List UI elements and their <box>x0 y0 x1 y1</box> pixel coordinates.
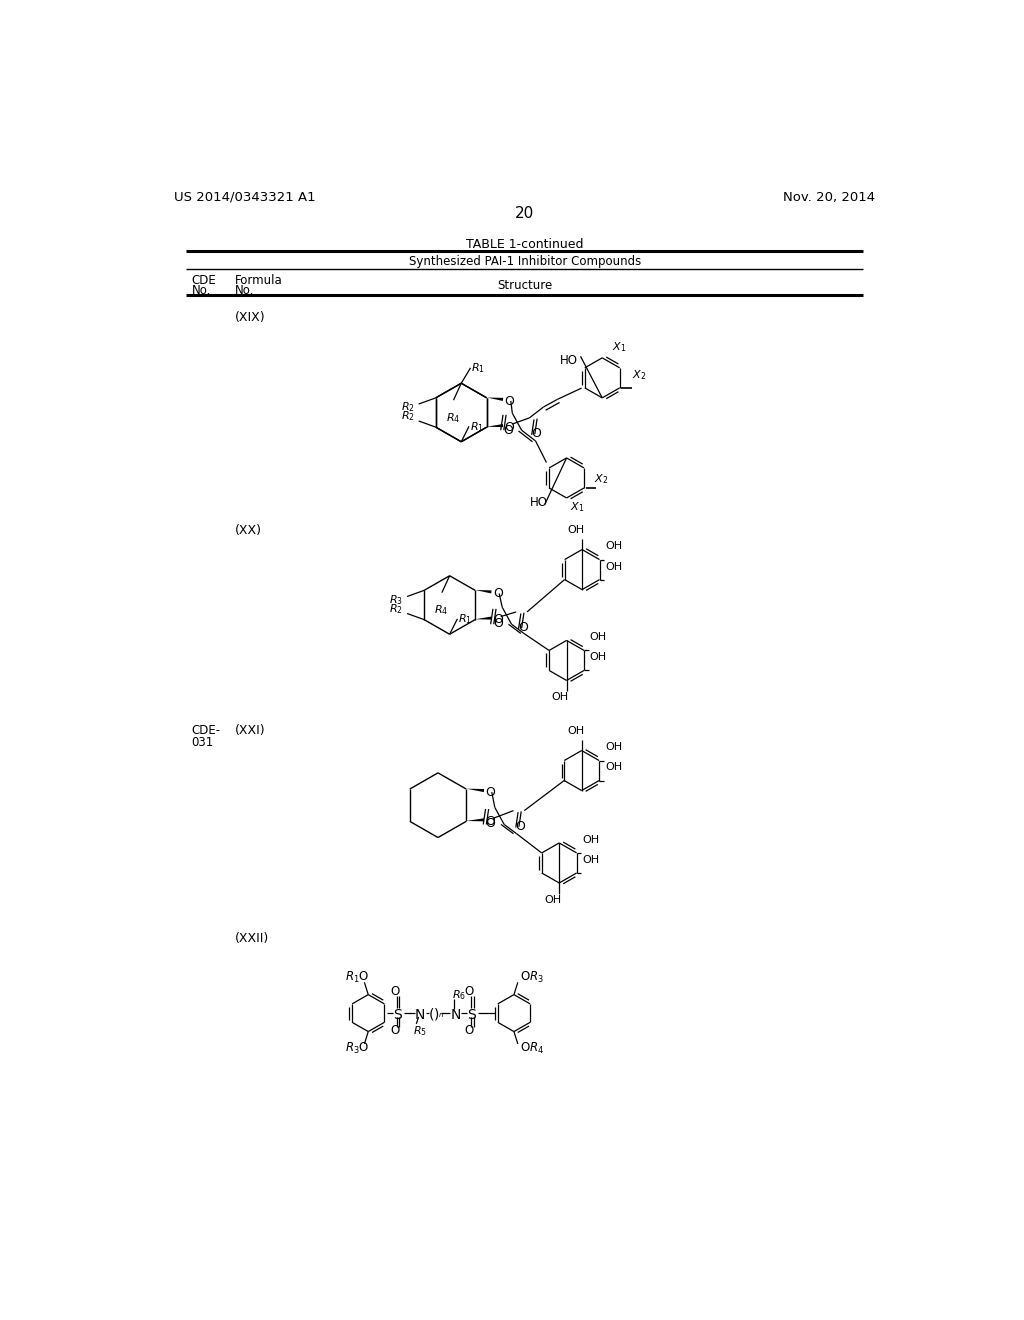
Text: O$R_3$: O$R_3$ <box>520 970 544 985</box>
Text: OH: OH <box>583 855 600 865</box>
Text: $_n$: $_n$ <box>438 1010 444 1020</box>
Text: O: O <box>530 428 541 440</box>
Text: OH: OH <box>605 561 623 572</box>
Polygon shape <box>466 788 484 792</box>
Text: Nov. 20, 2014: Nov. 20, 2014 <box>783 190 876 203</box>
Text: Formula: Formula <box>234 275 283 286</box>
Text: OH: OH <box>605 541 623 552</box>
Text: O$R_4$: O$R_4$ <box>520 1041 545 1056</box>
Text: O: O <box>503 424 513 437</box>
Text: $R_4$: $R_4$ <box>445 411 460 425</box>
Text: OH: OH <box>567 524 585 535</box>
Text: O: O <box>493 616 503 630</box>
Text: CDE-: CDE- <box>191 725 221 738</box>
Text: O: O <box>518 622 527 634</box>
Text: No.: No. <box>191 284 211 297</box>
Text: (XIX): (XIX) <box>234 312 265 323</box>
Text: ): ) <box>434 1007 439 1022</box>
Text: OH: OH <box>590 632 607 643</box>
Text: $R_3$O: $R_3$O <box>345 1041 370 1056</box>
Text: 031: 031 <box>191 737 214 748</box>
Text: (: ( <box>429 1007 434 1022</box>
Text: $X_1$: $X_1$ <box>611 341 626 354</box>
Text: $R_1$O: $R_1$O <box>345 970 370 985</box>
Polygon shape <box>486 424 503 428</box>
Text: O: O <box>485 816 496 828</box>
Text: O: O <box>464 985 474 998</box>
Text: No.: No. <box>234 284 254 297</box>
Text: $R_6$: $R_6$ <box>452 987 466 1002</box>
Text: $R_1$: $R_1$ <box>470 420 483 434</box>
Text: O: O <box>390 1023 399 1036</box>
Text: O: O <box>390 985 399 998</box>
Text: OH: OH <box>567 726 584 735</box>
Text: $R_4$: $R_4$ <box>434 603 449 618</box>
Text: HO: HO <box>529 496 548 510</box>
Text: $R_3$: $R_3$ <box>389 593 403 606</box>
Text: O: O <box>485 785 496 799</box>
Text: OH: OH <box>605 742 622 752</box>
Text: N: N <box>415 1007 425 1022</box>
Text: S: S <box>467 1007 476 1022</box>
Text: $R_2$: $R_2$ <box>389 602 403 615</box>
Text: HO: HO <box>559 354 578 367</box>
Text: O: O <box>505 395 514 408</box>
Text: $X_2$: $X_2$ <box>632 368 646 381</box>
Text: O: O <box>485 817 496 830</box>
Text: OH: OH <box>552 693 569 702</box>
Polygon shape <box>486 397 503 401</box>
Text: $X_2$: $X_2$ <box>595 473 608 486</box>
Text: $R_5$: $R_5$ <box>414 1024 427 1038</box>
Text: $X_1$: $X_1$ <box>570 500 585 513</box>
Text: OH: OH <box>590 652 607 663</box>
Text: OH: OH <box>605 763 622 772</box>
Text: US 2014/0343321 A1: US 2014/0343321 A1 <box>174 190 316 203</box>
Text: Synthesized PAI-1 Inhibitor Compounds: Synthesized PAI-1 Inhibitor Compounds <box>409 256 641 268</box>
Text: O: O <box>505 421 514 434</box>
Text: $R_1$: $R_1$ <box>458 612 472 627</box>
Text: O: O <box>515 820 525 833</box>
Polygon shape <box>475 616 492 619</box>
Text: (XX): (XX) <box>234 524 262 537</box>
Polygon shape <box>475 590 492 594</box>
Text: 20: 20 <box>515 206 535 222</box>
Text: (XXII): (XXII) <box>234 932 269 945</box>
Polygon shape <box>466 818 484 821</box>
Text: CDE: CDE <box>191 275 216 286</box>
Text: O: O <box>493 587 503 601</box>
Text: (XXI): (XXI) <box>234 725 265 738</box>
Text: OH: OH <box>583 834 600 845</box>
Text: TABLE 1-continued: TABLE 1-continued <box>466 238 584 251</box>
Text: $R_2$: $R_2$ <box>400 409 415 424</box>
Text: Structure: Structure <box>498 279 552 292</box>
Text: O: O <box>493 614 503 627</box>
Text: $R_1$: $R_1$ <box>471 362 485 375</box>
Text: O: O <box>464 1023 474 1036</box>
Text: $R_2$: $R_2$ <box>400 400 415 414</box>
Text: OH: OH <box>545 895 561 906</box>
Text: S: S <box>393 1007 401 1022</box>
Text: N: N <box>451 1007 461 1022</box>
